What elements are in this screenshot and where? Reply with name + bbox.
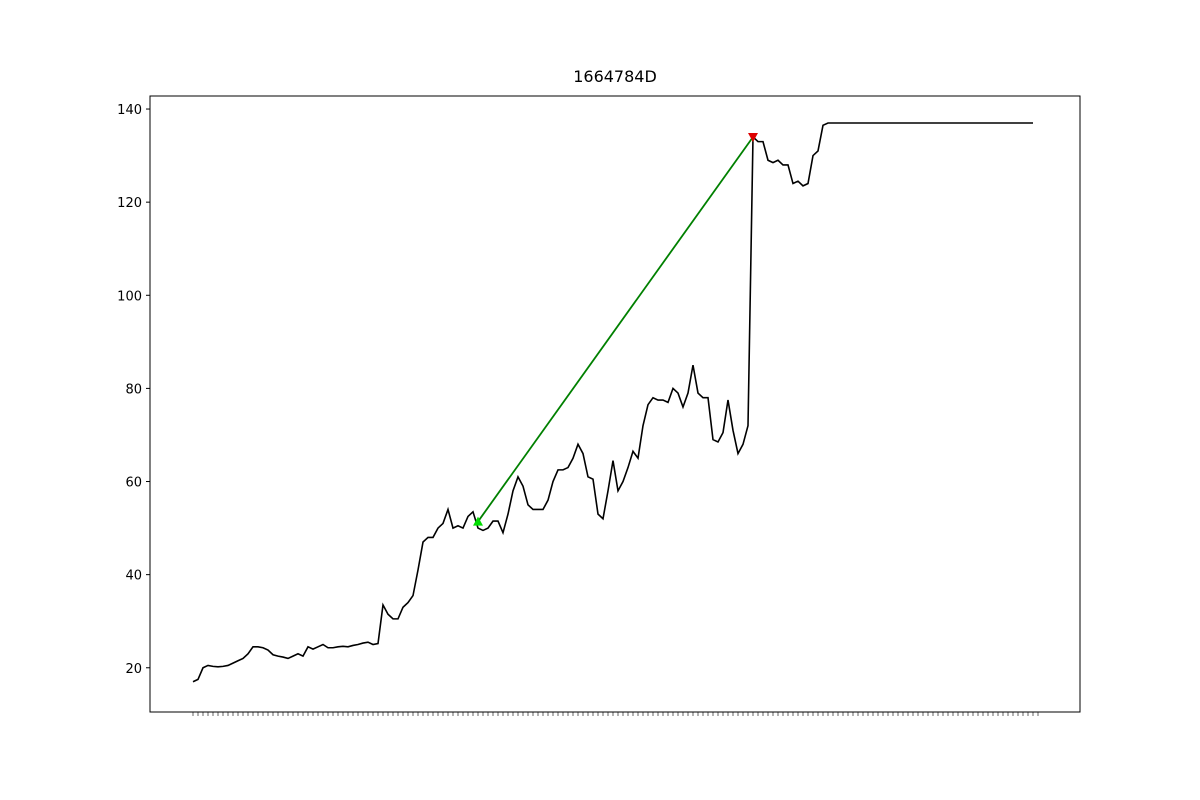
y-tick-label: 80 [125,382,142,397]
price-line [192,122,1033,683]
y-tick-label: 120 [117,196,142,211]
chart-title: 1664784D [573,67,657,86]
buy-marker [473,516,483,526]
y-tick-label: 40 [125,569,142,584]
y-tick-label: 100 [117,289,142,304]
y-tick-label: 60 [125,476,142,491]
plot-frame [149,95,1081,713]
trade-line [477,136,754,523]
y-tick-label: 140 [117,103,142,118]
sell-marker [748,132,758,142]
y-tick-label: 20 [125,662,142,677]
